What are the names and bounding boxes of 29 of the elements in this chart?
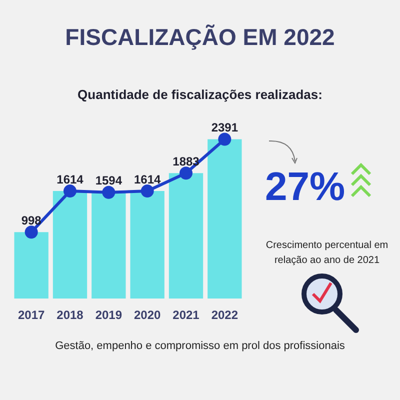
chart-subtitle: Quantidade de fiscalizações realizadas: — [76, 87, 324, 102]
x-tick-label: 2018 — [56, 308, 84, 322]
x-tick-label: 2020 — [134, 308, 162, 322]
point — [180, 166, 192, 180]
data-label: 1614 — [56, 172, 84, 186]
x-tick-label: 2021 — [172, 308, 200, 322]
data-label: 1883 — [172, 154, 200, 168]
bar — [14, 232, 48, 299]
bar — [52, 191, 88, 299]
data-label: 1614 — [134, 172, 162, 186]
point — [64, 184, 76, 198]
bar — [168, 173, 204, 299]
x-tick-label: 2019 — [95, 308, 122, 322]
x-tick-label: 2017 — [18, 308, 46, 322]
point — [102, 186, 116, 199]
point — [24, 226, 38, 239]
data-label: 2391 — [211, 120, 238, 135]
text: Gestão, empenho e compromisso em prol dos profissionais — [54, 340, 346, 352]
bar — [92, 192, 126, 299]
text: Crescimento percentual em relação ao ano de 2021 — [264, 239, 390, 268]
point — [140, 184, 154, 198]
bar — [208, 139, 242, 299]
text: 27% — [265, 165, 346, 210]
point — [218, 132, 232, 146]
chart-title: FISCALIZAÇÃO EM 2022 — [64, 24, 336, 51]
data-label: 998 — [21, 213, 42, 228]
bar — [130, 191, 164, 299]
x-tick-label: 2022 — [211, 308, 238, 322]
data-label: 1594 — [95, 174, 122, 188]
